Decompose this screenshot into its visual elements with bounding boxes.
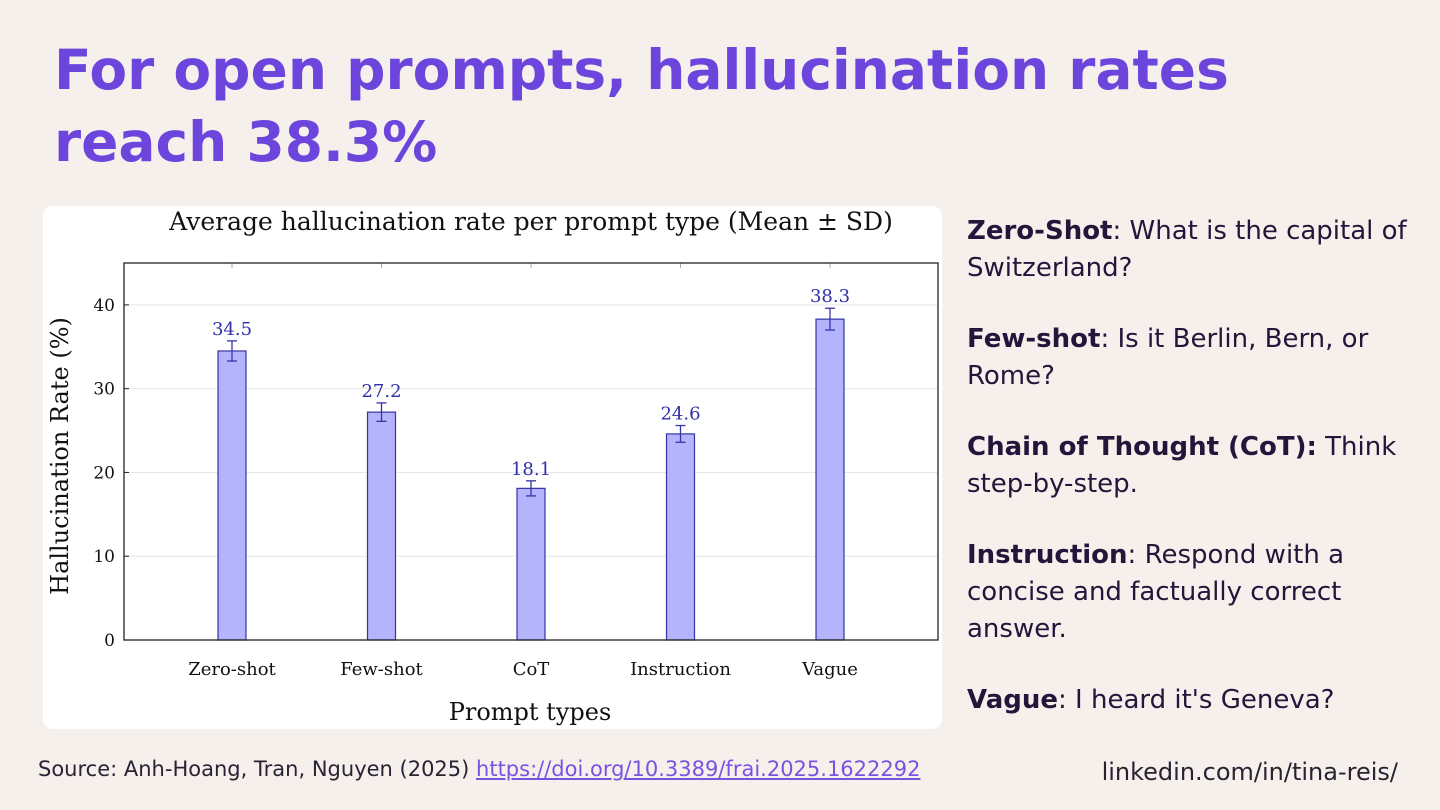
definition-vague: Vague: I heard it's Geneva? — [967, 682, 1407, 719]
y-tick-label: 40 — [93, 296, 115, 316]
definition-separator: : — [1100, 324, 1110, 354]
x-tick-label: CoT — [513, 659, 550, 680]
definition-separator: : — [1127, 540, 1137, 570]
definition-text: Think step-by-step. — [967, 432, 1397, 499]
bar — [665, 433, 696, 641]
definition-term: Zero-Shot — [967, 216, 1113, 246]
bar-chart: Average hallucination rate per prompt ty… — [46, 207, 939, 726]
definition-zero-shot: Zero-Shot: What is the capital of Switze… — [967, 213, 1407, 287]
definition-text: I heard it's Geneva? — [1066, 685, 1335, 715]
definition-few-shot: Few-shot: Is it Berlin, Bern, or Rome? — [967, 321, 1407, 395]
definition-term: Chain of Thought (CoT): — [967, 432, 1317, 462]
chart-card: Average hallucination rate per prompt ty… — [43, 206, 942, 729]
source-prefix: Source: Anh-Hoang, Tran, Nguyen (2025) — [38, 757, 477, 781]
source-link[interactable]: https://doi.org/10.3389/frai.2025.162229… — [476, 757, 921, 781]
chart-title: Average hallucination rate per prompt ty… — [168, 207, 893, 236]
y-tick-label: 0 — [104, 631, 115, 651]
bar — [516, 487, 546, 641]
definition-separator: : — [1112, 216, 1122, 246]
x-tick-label: Vague — [801, 659, 858, 680]
definition-term: Vague — [967, 685, 1058, 715]
definition-cot: Chain of Thought (CoT): Think step-by-st… — [967, 429, 1407, 503]
bars — [217, 318, 845, 641]
definition-text: Is it Berlin, Bern, or Rome? — [967, 324, 1369, 391]
error-bars — [227, 307, 835, 497]
definition-text: What is the capital of Switzerland? — [967, 216, 1407, 283]
linkedin-handle: linkedin.com/in/tina-reis/ — [1101, 758, 1398, 786]
y-tick-label: 20 — [93, 463, 115, 483]
data-label: 34.5 — [212, 319, 252, 340]
definition-text: Respond with a concise and factually cor… — [967, 540, 1345, 644]
source-citation: Source: Anh-Hoang, Tran, Nguyen (2025) h… — [38, 757, 920, 781]
y-tick-labels: 0 10 20 30 40 — [93, 296, 115, 651]
data-label: 18.1 — [511, 459, 551, 480]
headline: For open prompts, hallucination rates re… — [54, 38, 1229, 174]
definition-term: Instruction — [967, 540, 1128, 570]
x-axis-label: Prompt types — [449, 698, 612, 726]
x-tick-label: Few-shot — [340, 659, 423, 680]
x-tick-label: Instruction — [630, 659, 731, 680]
y-tick-label: 10 — [93, 547, 115, 567]
y-tick-label: 30 — [93, 380, 115, 400]
data-label: 24.6 — [660, 404, 700, 425]
data-label: 38.3 — [810, 286, 850, 307]
definition-instruction: Instruction: Respond with a concise and … — [967, 537, 1407, 648]
y-axis-label: Hallucination Rate (%) — [46, 317, 74, 595]
definition-separator: : — [1058, 685, 1067, 715]
definition-term: Few-shot — [967, 324, 1101, 354]
data-labels: 34.5 27.2 18.1 24.6 38.3 — [212, 286, 850, 480]
definitions-list: Zero-Shot: What is the capital of Switze… — [967, 213, 1407, 753]
x-tick-labels: Zero-shot Few-shot CoT Instruction Vague — [188, 659, 858, 680]
bar — [815, 318, 845, 641]
bar — [366, 411, 397, 641]
plot-frame — [123, 262, 939, 641]
x-tick-label: Zero-shot — [188, 659, 276, 680]
data-label: 27.2 — [361, 381, 401, 402]
bar — [217, 350, 247, 641]
